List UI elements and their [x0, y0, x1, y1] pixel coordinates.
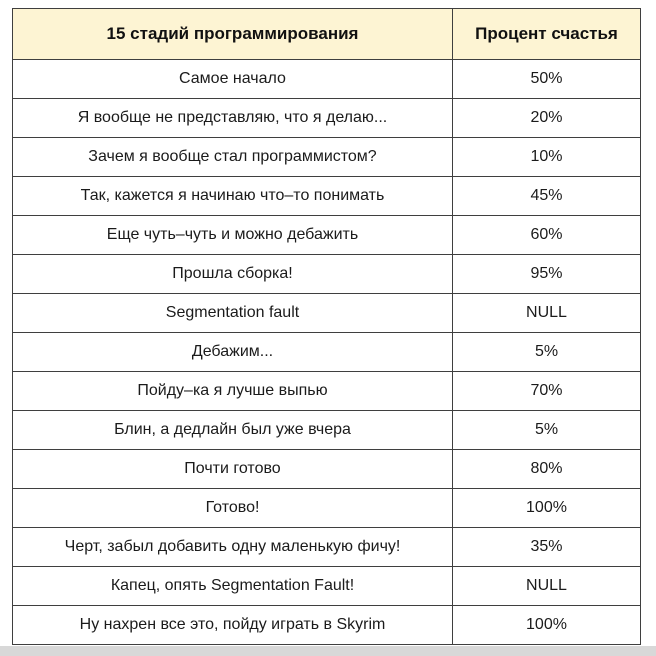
- table-row: Блин, а дедлайн был уже вчера 5%: [12, 410, 641, 450]
- percent-cell: 20%: [452, 98, 641, 138]
- table-row: Самое начало 50%: [12, 59, 641, 99]
- stage-cell: Дебажим...: [12, 332, 453, 372]
- percent-cell: NULL: [452, 566, 641, 606]
- stage-cell: Ну нахрен все это, пойду играть в Skyrim: [12, 605, 453, 645]
- percent-cell: 95%: [452, 254, 641, 294]
- stage-cell: Зачем я вообще стал программистом?: [12, 137, 453, 177]
- percent-cell: NULL: [452, 293, 641, 333]
- stage-cell: Я вообще не представляю, что я делаю...: [12, 98, 453, 138]
- table-row: Ну нахрен все это, пойду играть в Skyrim…: [12, 605, 641, 645]
- stage-cell: Почти готово: [12, 449, 453, 489]
- table-row: Зачем я вообще стал программистом? 10%: [12, 137, 641, 177]
- table-row: Капец, опять Segmentation Fault! NULL: [12, 566, 641, 606]
- table-row: Так, кажется я начинаю что–то понимать 4…: [12, 176, 641, 216]
- bottom-gray-strip: [0, 646, 656, 656]
- percent-cell: 45%: [452, 176, 641, 216]
- percent-cell: 50%: [452, 59, 641, 99]
- percent-cell: 10%: [452, 137, 641, 177]
- stage-cell: Segmentation fault: [12, 293, 453, 333]
- stage-cell: Блин, а дедлайн был уже вчера: [12, 410, 453, 450]
- stage-cell: Самое начало: [12, 59, 453, 99]
- header-stages: 15 стадий программирования: [12, 8, 453, 60]
- stage-cell: Еще чуть–чуть и можно дебажить: [12, 215, 453, 255]
- stage-cell: Пойду–ка я лучше выпью: [12, 371, 453, 411]
- percent-cell: 5%: [452, 410, 641, 450]
- stage-cell: Черт, забыл добавить одну маленькую фичу…: [12, 527, 453, 567]
- table-row: Segmentation fault NULL: [12, 293, 641, 333]
- percent-cell: 100%: [452, 488, 641, 528]
- stage-cell: Готово!: [12, 488, 453, 528]
- table-header-row: 15 стадий программирования Процент счаст…: [12, 8, 641, 60]
- table-container: 15 стадий программирования Процент счаст…: [12, 8, 641, 645]
- header-happiness-percent: Процент счастья: [452, 8, 641, 60]
- percent-cell: 80%: [452, 449, 641, 489]
- table-row: Почти готово 80%: [12, 449, 641, 489]
- stage-cell: Так, кажется я начинаю что–то понимать: [12, 176, 453, 216]
- percent-cell: 70%: [452, 371, 641, 411]
- percent-cell: 5%: [452, 332, 641, 372]
- table-row: Пойду–ка я лучше выпью 70%: [12, 371, 641, 411]
- table-row: Готово! 100%: [12, 488, 641, 528]
- stage-cell: Прошла сборка!: [12, 254, 453, 294]
- percent-cell: 60%: [452, 215, 641, 255]
- table-row: Я вообще не представляю, что я делаю... …: [12, 98, 641, 138]
- table-row: Дебажим... 5%: [12, 332, 641, 372]
- table-row: Черт, забыл добавить одну маленькую фичу…: [12, 527, 641, 567]
- stage-cell: Капец, опять Segmentation Fault!: [12, 566, 453, 606]
- percent-cell: 100%: [452, 605, 641, 645]
- happiness-table: 15 стадий программирования Процент счаст…: [12, 8, 641, 645]
- table-row: Прошла сборка! 95%: [12, 254, 641, 294]
- percent-cell: 35%: [452, 527, 641, 567]
- table-row: Еще чуть–чуть и можно дебажить 60%: [12, 215, 641, 255]
